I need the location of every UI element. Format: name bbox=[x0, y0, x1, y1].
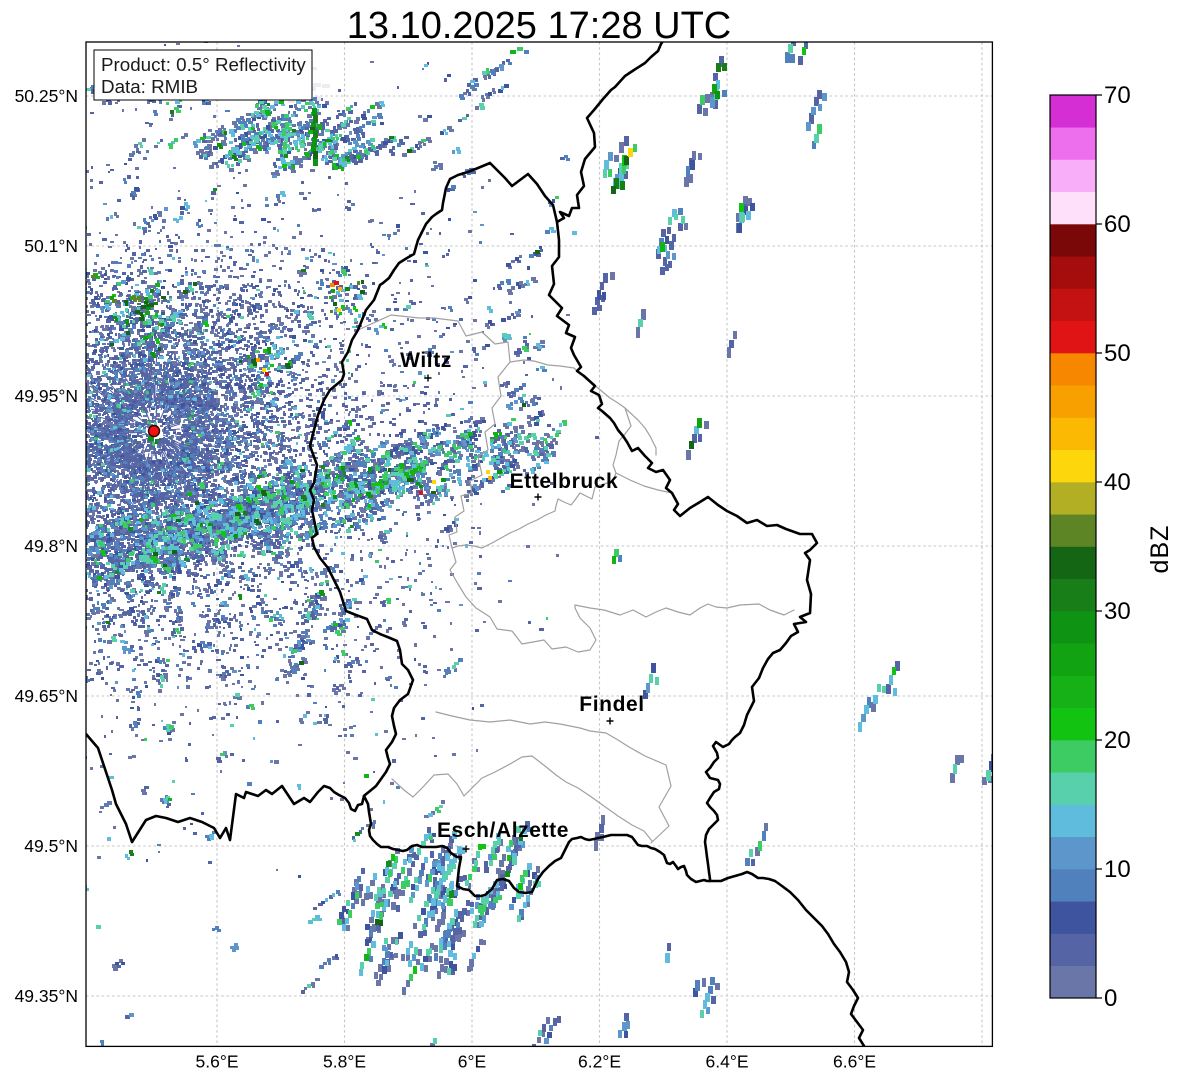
svg-text:49.5°N: 49.5°N bbox=[24, 836, 78, 856]
svg-text:dBZ: dBZ bbox=[1146, 525, 1174, 574]
svg-text:Findel: Findel bbox=[579, 693, 644, 716]
svg-text:70: 70 bbox=[1104, 82, 1131, 109]
svg-text:49.95°N: 49.95°N bbox=[15, 386, 78, 406]
svg-text:6.2°E: 6.2°E bbox=[578, 1051, 621, 1071]
svg-text:5.8°E: 5.8°E bbox=[323, 1051, 366, 1071]
svg-text:Data: RMIB: Data: RMIB bbox=[101, 76, 198, 97]
svg-text:0: 0 bbox=[1104, 985, 1117, 1012]
svg-text:13.10.2025 17:28 UTC: 13.10.2025 17:28 UTC bbox=[347, 5, 732, 47]
svg-text:50.25°N: 50.25°N bbox=[15, 86, 78, 106]
svg-text:49.35°N: 49.35°N bbox=[15, 986, 78, 1006]
svg-text:Esch/Alzette: Esch/Alzette bbox=[437, 819, 569, 842]
svg-text:6°E: 6°E bbox=[458, 1051, 486, 1071]
svg-text:49.65°N: 49.65°N bbox=[15, 686, 78, 706]
svg-text:50: 50 bbox=[1104, 340, 1131, 367]
svg-text:6.4°E: 6.4°E bbox=[706, 1051, 749, 1071]
svg-text:10: 10 bbox=[1104, 856, 1131, 883]
svg-text:40: 40 bbox=[1104, 469, 1131, 496]
svg-text:6.6°E: 6.6°E bbox=[833, 1051, 876, 1071]
svg-text:30: 30 bbox=[1104, 598, 1131, 625]
svg-text:Product: 0.5° Reflectivity: Product: 0.5° Reflectivity bbox=[101, 54, 306, 75]
svg-text:Wiltz: Wiltz bbox=[400, 349, 452, 372]
svg-text:50.1°N: 50.1°N bbox=[24, 236, 78, 256]
svg-text:Ettelbruck: Ettelbruck bbox=[510, 470, 619, 493]
svg-text:49.8°N: 49.8°N bbox=[24, 536, 78, 556]
svg-text:20: 20 bbox=[1104, 727, 1131, 754]
svg-text:5.6°E: 5.6°E bbox=[196, 1051, 239, 1071]
svg-text:60: 60 bbox=[1104, 211, 1131, 238]
